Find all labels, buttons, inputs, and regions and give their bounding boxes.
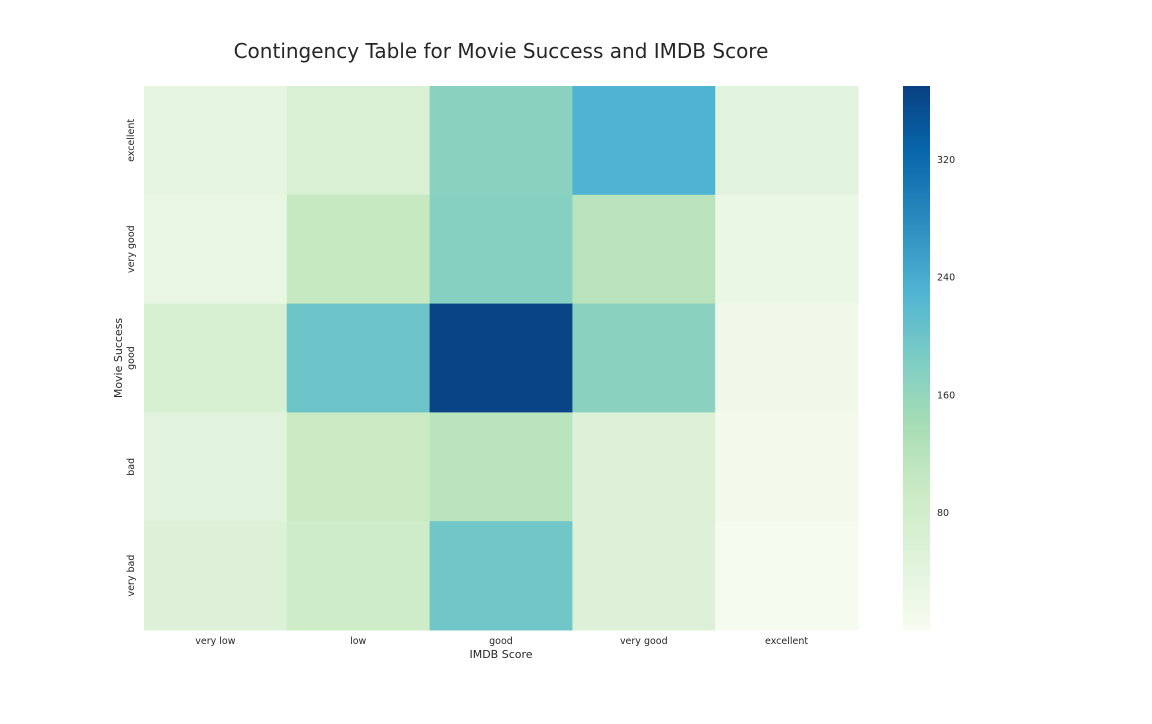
colorbar-tick-labels: 80 160 240 320 xyxy=(937,155,955,519)
colorbar-tick-label: 160 xyxy=(937,390,955,401)
x-tick-label: very good xyxy=(620,636,668,647)
heatmap-cell-excellent-low xyxy=(286,86,431,196)
heatmap-cell-bad-good xyxy=(429,412,573,522)
heatmap-cell-very-good-very-good xyxy=(572,194,716,305)
chart-title: Contingency Table for Movie Success and … xyxy=(234,39,769,63)
x-tick-label: excellent xyxy=(765,636,808,647)
heatmap-cell-good-excellent xyxy=(715,303,859,413)
heatmap-cells xyxy=(144,86,859,631)
heatmap-cell-good-very-low xyxy=(144,303,288,413)
colorbar-tick-label: 80 xyxy=(937,508,949,519)
heatmap-cell-excellent-very-low xyxy=(144,86,288,196)
x-tick-labels: very low low good very good excellent xyxy=(195,636,808,647)
heatmap-cell-bad-excellent xyxy=(715,412,859,522)
y-tick-label: very good xyxy=(126,225,137,273)
heatmap-cell-excellent-excellent xyxy=(715,86,859,196)
x-axis-label: IMDB Score xyxy=(469,648,532,661)
heatmap-cell-good-good xyxy=(429,303,573,413)
heatmap-cell-very-bad-very-good xyxy=(572,521,716,631)
heatmap-cell-bad-low xyxy=(286,412,431,522)
heatmap-cell-good-very-good xyxy=(572,303,716,413)
x-tick-label: low xyxy=(350,636,366,647)
heatmap-cell-excellent-good xyxy=(429,86,573,196)
y-tick-labels: excellent very good good bad very bad xyxy=(126,119,137,597)
heatmap-cell-excellent-very-good xyxy=(572,86,716,196)
heatmap-cell-very-good-low xyxy=(286,194,431,305)
heatmap-cell-very-bad-good xyxy=(429,521,573,631)
y-tick-label: very bad xyxy=(126,555,137,597)
heatmap-cell-very-bad-excellent xyxy=(715,521,859,631)
heatmap-cell-very-bad-low xyxy=(286,521,431,631)
x-tick-label: good xyxy=(489,636,513,647)
y-axis-label: Movie Success xyxy=(112,318,125,399)
colorbar xyxy=(903,86,930,630)
colorbar-tick-label: 320 xyxy=(937,155,955,166)
heatmap-cell-bad-very-good xyxy=(572,412,716,522)
heatmap-cell-very-good-good xyxy=(429,194,573,305)
heatmap-cell-bad-very-low xyxy=(144,412,288,522)
heatmap-cell-very-good-very-low xyxy=(144,194,288,305)
colorbar-tick-label: 240 xyxy=(937,273,955,284)
x-tick-label: very low xyxy=(195,636,235,647)
heatmap-cell-very-good-excellent xyxy=(715,194,859,305)
heatmap-cell-good-low xyxy=(286,303,431,413)
y-tick-label: bad xyxy=(126,458,137,476)
y-tick-label: excellent xyxy=(126,119,137,162)
y-tick-label: good xyxy=(126,346,137,370)
heatmap-cell-very-bad-very-low xyxy=(144,521,288,631)
